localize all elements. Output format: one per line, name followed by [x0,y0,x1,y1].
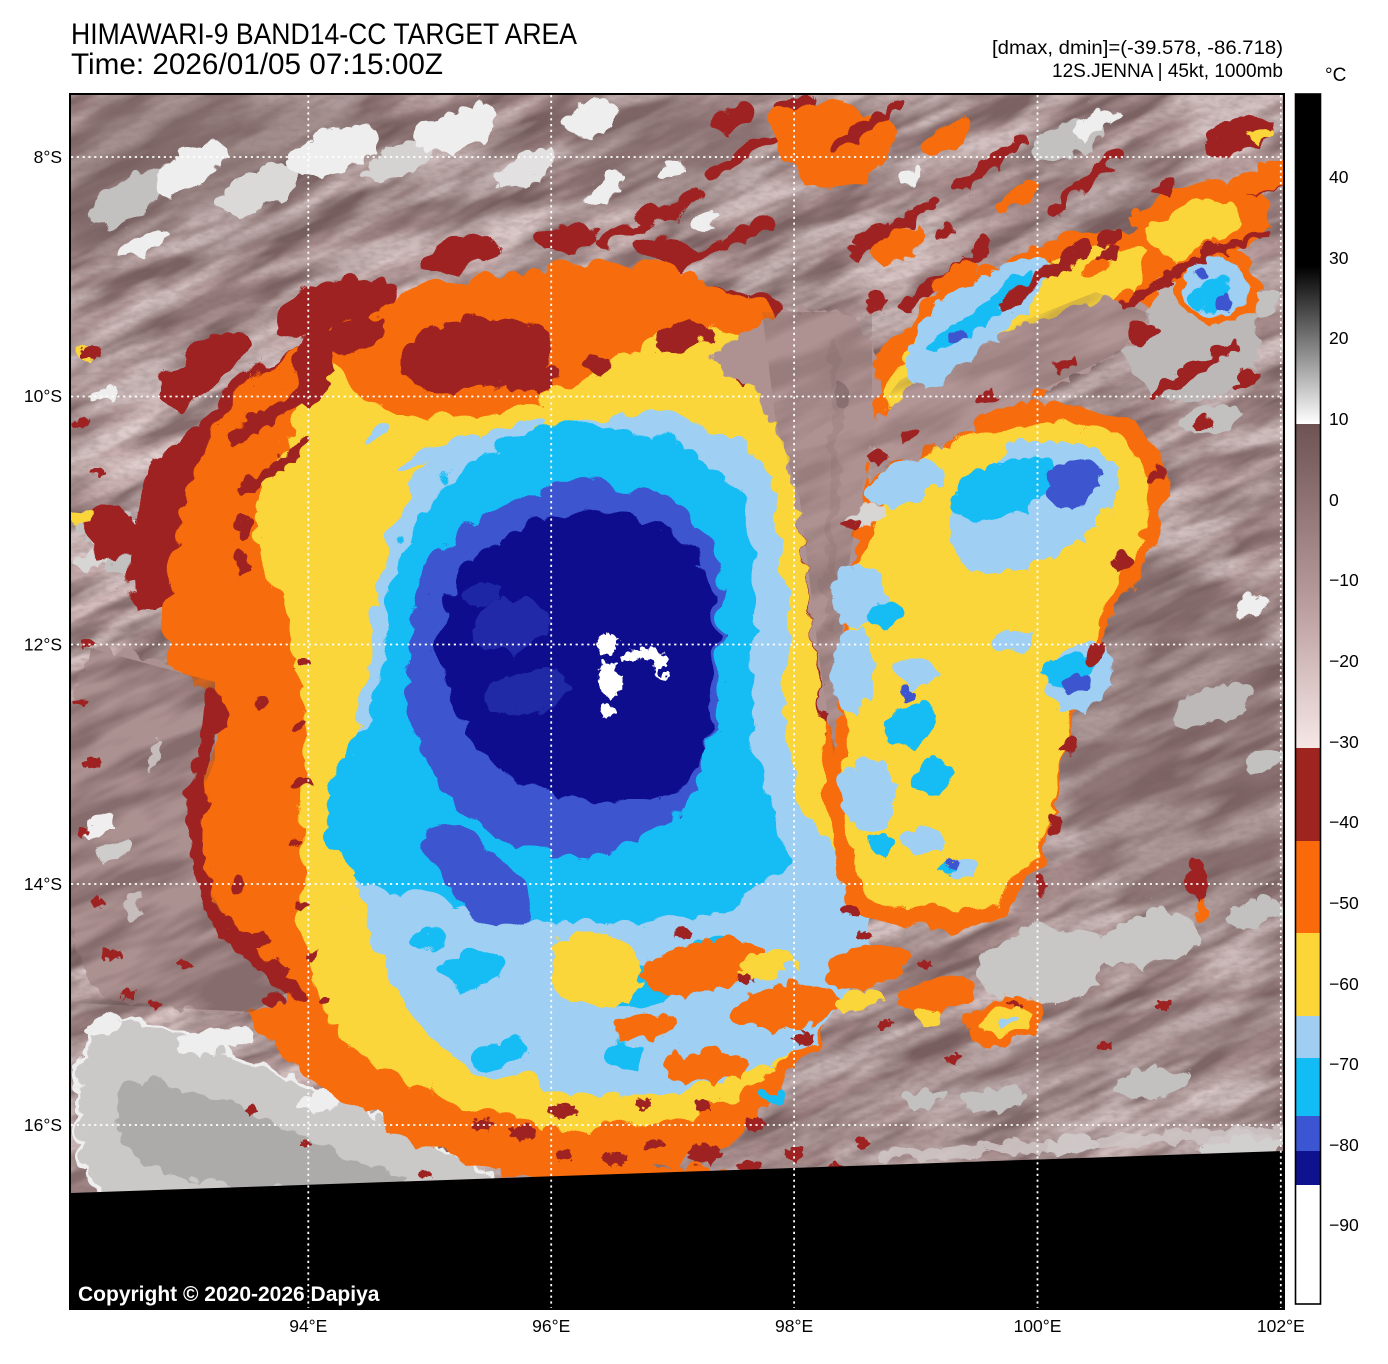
svg-text:12°S: 12°S [24,635,62,655]
svg-text:96°E: 96°E [532,1316,570,1336]
svg-text:102°E: 102°E [1257,1316,1305,1336]
svg-text:16°S: 16°S [24,1115,62,1135]
svg-text:HIMAWARI-9 BAND14-CC TARGET AR: HIMAWARI-9 BAND14-CC TARGET AREA [71,18,577,51]
svg-text:10: 10 [1329,409,1349,429]
svg-text:8°S: 8°S [34,147,62,167]
svg-text:−10: −10 [1329,570,1359,590]
svg-text:98°E: 98°E [775,1316,813,1336]
svg-text:Copyright © 2020-2026 Dapiya: Copyright © 2020-2026 Dapiya [78,1283,380,1306]
svg-text:°C: °C [1325,65,1346,86]
svg-text:[dmax, dmin]=(-39.578, -86.718: [dmax, dmin]=(-39.578, -86.718) [992,38,1283,59]
svg-text:−30: −30 [1329,732,1359,752]
svg-text:30: 30 [1329,248,1349,268]
svg-text:40: 40 [1329,167,1349,187]
svg-text:100°E: 100°E [1014,1316,1062,1336]
svg-text:14°S: 14°S [24,874,62,894]
svg-text:−40: −40 [1329,812,1359,832]
svg-text:−50: −50 [1329,893,1359,913]
svg-text:−80: −80 [1329,1135,1359,1155]
svg-text:−20: −20 [1329,651,1359,671]
svg-text:0: 0 [1329,490,1339,510]
svg-text:Time: 2026/01/05 07:15:00Z: Time: 2026/01/05 07:15:00Z [71,48,443,81]
svg-text:94°E: 94°E [289,1316,327,1336]
svg-text:−60: −60 [1329,974,1359,994]
svg-text:−70: −70 [1329,1054,1359,1074]
svg-text:−90: −90 [1329,1215,1359,1235]
svg-text:20: 20 [1329,328,1349,348]
svg-text:10°S: 10°S [24,386,62,406]
svg-text:12S.JENNA | 45kt, 1000mb: 12S.JENNA | 45kt, 1000mb [1052,61,1283,82]
